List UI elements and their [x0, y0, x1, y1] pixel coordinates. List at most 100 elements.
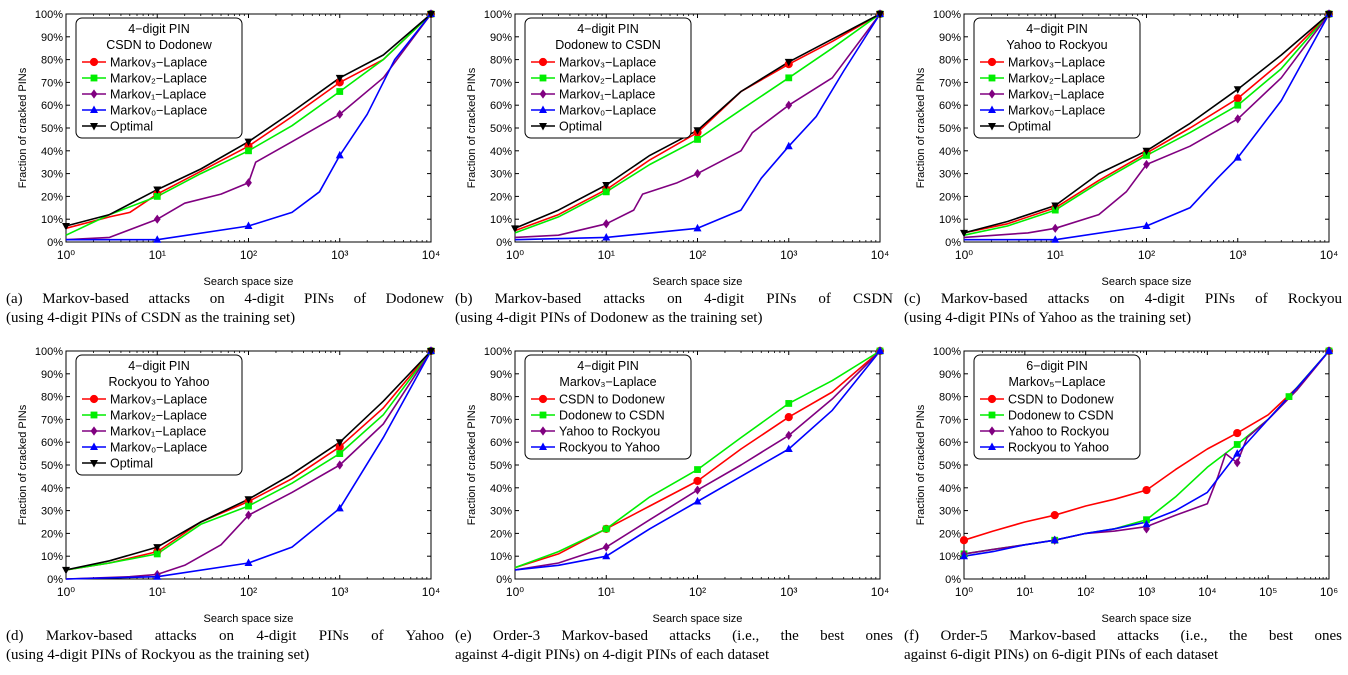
data-point-2	[602, 219, 610, 229]
legend-marker	[988, 411, 996, 419]
data-point-1	[785, 74, 793, 82]
x-axis-label: Search space size	[1102, 613, 1192, 625]
data-point-0	[1142, 485, 1151, 495]
data-point-3	[602, 551, 611, 560]
y-tick-label: 0%	[47, 574, 63, 586]
x-tick-label: 10⁰	[955, 585, 973, 599]
x-tick-label: 10²	[1077, 585, 1094, 599]
data-point-2	[694, 485, 701, 495]
series-line-3	[514, 13, 881, 241]
data-point-2	[785, 430, 793, 440]
data-point-3	[693, 496, 702, 505]
chart-d: 0% 10% 20% 30% 40% 50% 60% 70% 80% 90% 100% 10⁰ 10¹ 1…	[17, 346, 440, 625]
y-tick-label: 10%	[41, 214, 63, 226]
y-tick-label: 100%	[35, 346, 63, 358]
legend-marker	[90, 105, 98, 113]
caption-d-line-1: (d) Markov-based attacks on 4-digit PINs…	[6, 628, 444, 644]
data-point-3	[1051, 235, 1060, 243]
y-tick-label: 90%	[41, 32, 63, 44]
legend-marker	[538, 57, 548, 67]
chart-b: 0% 10% 20% 30% 40% 50% 60% 70% 80% 90% 100% 10⁰ 10¹ 1…	[466, 9, 889, 288]
y-tick-label: 90%	[939, 32, 961, 44]
y-tick-label: 60%	[41, 100, 63, 112]
legend-label: Optimal	[559, 120, 602, 134]
data-point-4	[1051, 202, 1060, 211]
y-tick-label: 40%	[490, 146, 512, 158]
legend-label: Markov₁−Laplace	[1008, 88, 1104, 102]
data-point-0	[693, 476, 702, 486]
data-point-4	[693, 127, 702, 135]
legend-label: Rockyou to Yahoo	[1008, 441, 1109, 455]
legend-label: Optimal	[1008, 120, 1051, 134]
x-axis-label: Search space size	[653, 276, 743, 288]
legend-label: Markov₃−Laplace	[559, 56, 656, 70]
y-tick-label: 10%	[41, 551, 63, 563]
caption-b: (b) Markov-based attacks on 4-digit PINs…	[455, 290, 893, 328]
x-axis-label: Search space size	[653, 613, 743, 625]
legend-marker	[90, 123, 98, 131]
x-axis-label: Search space size	[204, 276, 294, 288]
legend-marker	[988, 89, 996, 99]
x-tick-label: 10¹	[1047, 248, 1064, 262]
data-point-0	[784, 413, 793, 422]
y-tick-label: 60%	[41, 437, 63, 449]
data-point-2	[694, 169, 701, 179]
data-point-3	[784, 141, 793, 150]
x-tick-label: 10⁰	[57, 248, 75, 262]
caption-a: (a) Markov-based attacks on 4-digit PINs…	[6, 290, 444, 328]
y-tick-label: 50%	[41, 123, 63, 135]
legend-box	[75, 354, 243, 476]
legend-label: Yahoo to Rockyou	[559, 425, 660, 439]
data-point-3	[784, 444, 793, 453]
chart-panel-b: 0% 10% 20% 30% 40% 50% 60% 70% 80% 90% 100% 10⁰ 10¹ 1…	[449, 0, 898, 337]
data-point-0	[959, 536, 969, 545]
chart-panel-a: 0% 10% 20% 30% 40% 50% 60% 70% 80% 90% 100% 10⁰ 10¹ 1…	[0, 0, 449, 337]
legend-title: 4−digit PIN	[128, 359, 190, 373]
y-tick-label: 0%	[945, 237, 961, 249]
y-tick-label: 0%	[945, 574, 961, 586]
legend-box	[524, 354, 692, 460]
data-point-3	[693, 223, 702, 232]
y-tick-label: 80%	[939, 392, 961, 404]
data-point-1	[153, 550, 161, 558]
chart-f: 0% 10% 20% 30% 40% 50% 60% 70% 80% 90% 100% 10⁰ 10¹ 1…	[915, 346, 1338, 625]
caption-f: (f) Order-5 Markov-based attacks (i.e., …	[904, 627, 1342, 665]
y-tick-label: 40%	[939, 146, 961, 158]
data-point-1	[1143, 151, 1150, 159]
caption-f-line-2: against 6-digit PINs) on 6-digit PINs of…	[904, 647, 1219, 663]
chart-c: 0% 10% 20% 30% 40% 50% 60% 70% 80% 90% 100% 10⁰ 10¹ 1…	[915, 9, 1338, 288]
legend-label: Markov₁−Laplace	[110, 425, 206, 439]
chart-panel-c: 0% 10% 20% 30% 40% 50% 60% 70% 80% 90% 100% 10⁰ 10¹ 1…	[898, 0, 1347, 337]
legend-title: Rockyou to Yahoo	[109, 375, 210, 389]
data-point-2	[245, 178, 252, 188]
x-tick-label: 10¹	[1016, 585, 1033, 599]
data-point-3	[1050, 535, 1059, 544]
y-tick-label: 80%	[490, 392, 512, 404]
y-tick-label: 50%	[490, 460, 512, 472]
y-axis-label: Fraction of cracked PINs	[17, 67, 29, 188]
y-tick-label: 40%	[939, 483, 961, 495]
x-tick-label: 10²	[240, 248, 257, 262]
x-tick-label: 10⁰	[955, 248, 973, 262]
legend-marker	[988, 123, 996, 131]
legend-label: CSDN to Dodonew	[559, 393, 666, 407]
y-tick-label: 60%	[939, 437, 961, 449]
legend-box	[973, 354, 1141, 460]
y-tick-label: 20%	[41, 191, 63, 203]
legend-label: Rockyou to Yahoo	[559, 441, 660, 455]
y-tick-label: 80%	[939, 55, 961, 67]
y-tick-label: 100%	[933, 9, 961, 21]
legend-title: 6−digit PIN	[1026, 359, 1088, 373]
caption-d-line-2: (using 4-digit PINs of Rockyou as the tr…	[6, 647, 310, 663]
data-point-4	[960, 229, 968, 238]
legend-marker	[539, 89, 547, 99]
x-tick-label: 10²	[689, 585, 706, 599]
legend-marker	[539, 105, 547, 113]
legend-label: Markov₂−Laplace	[110, 72, 207, 86]
data-point-3	[335, 150, 344, 159]
y-axis-label: Fraction of cracked PINs	[915, 404, 927, 525]
legend-marker	[90, 460, 98, 468]
data-point-2	[785, 100, 793, 110]
legend-marker	[539, 74, 547, 82]
data-point-4	[784, 58, 793, 67]
